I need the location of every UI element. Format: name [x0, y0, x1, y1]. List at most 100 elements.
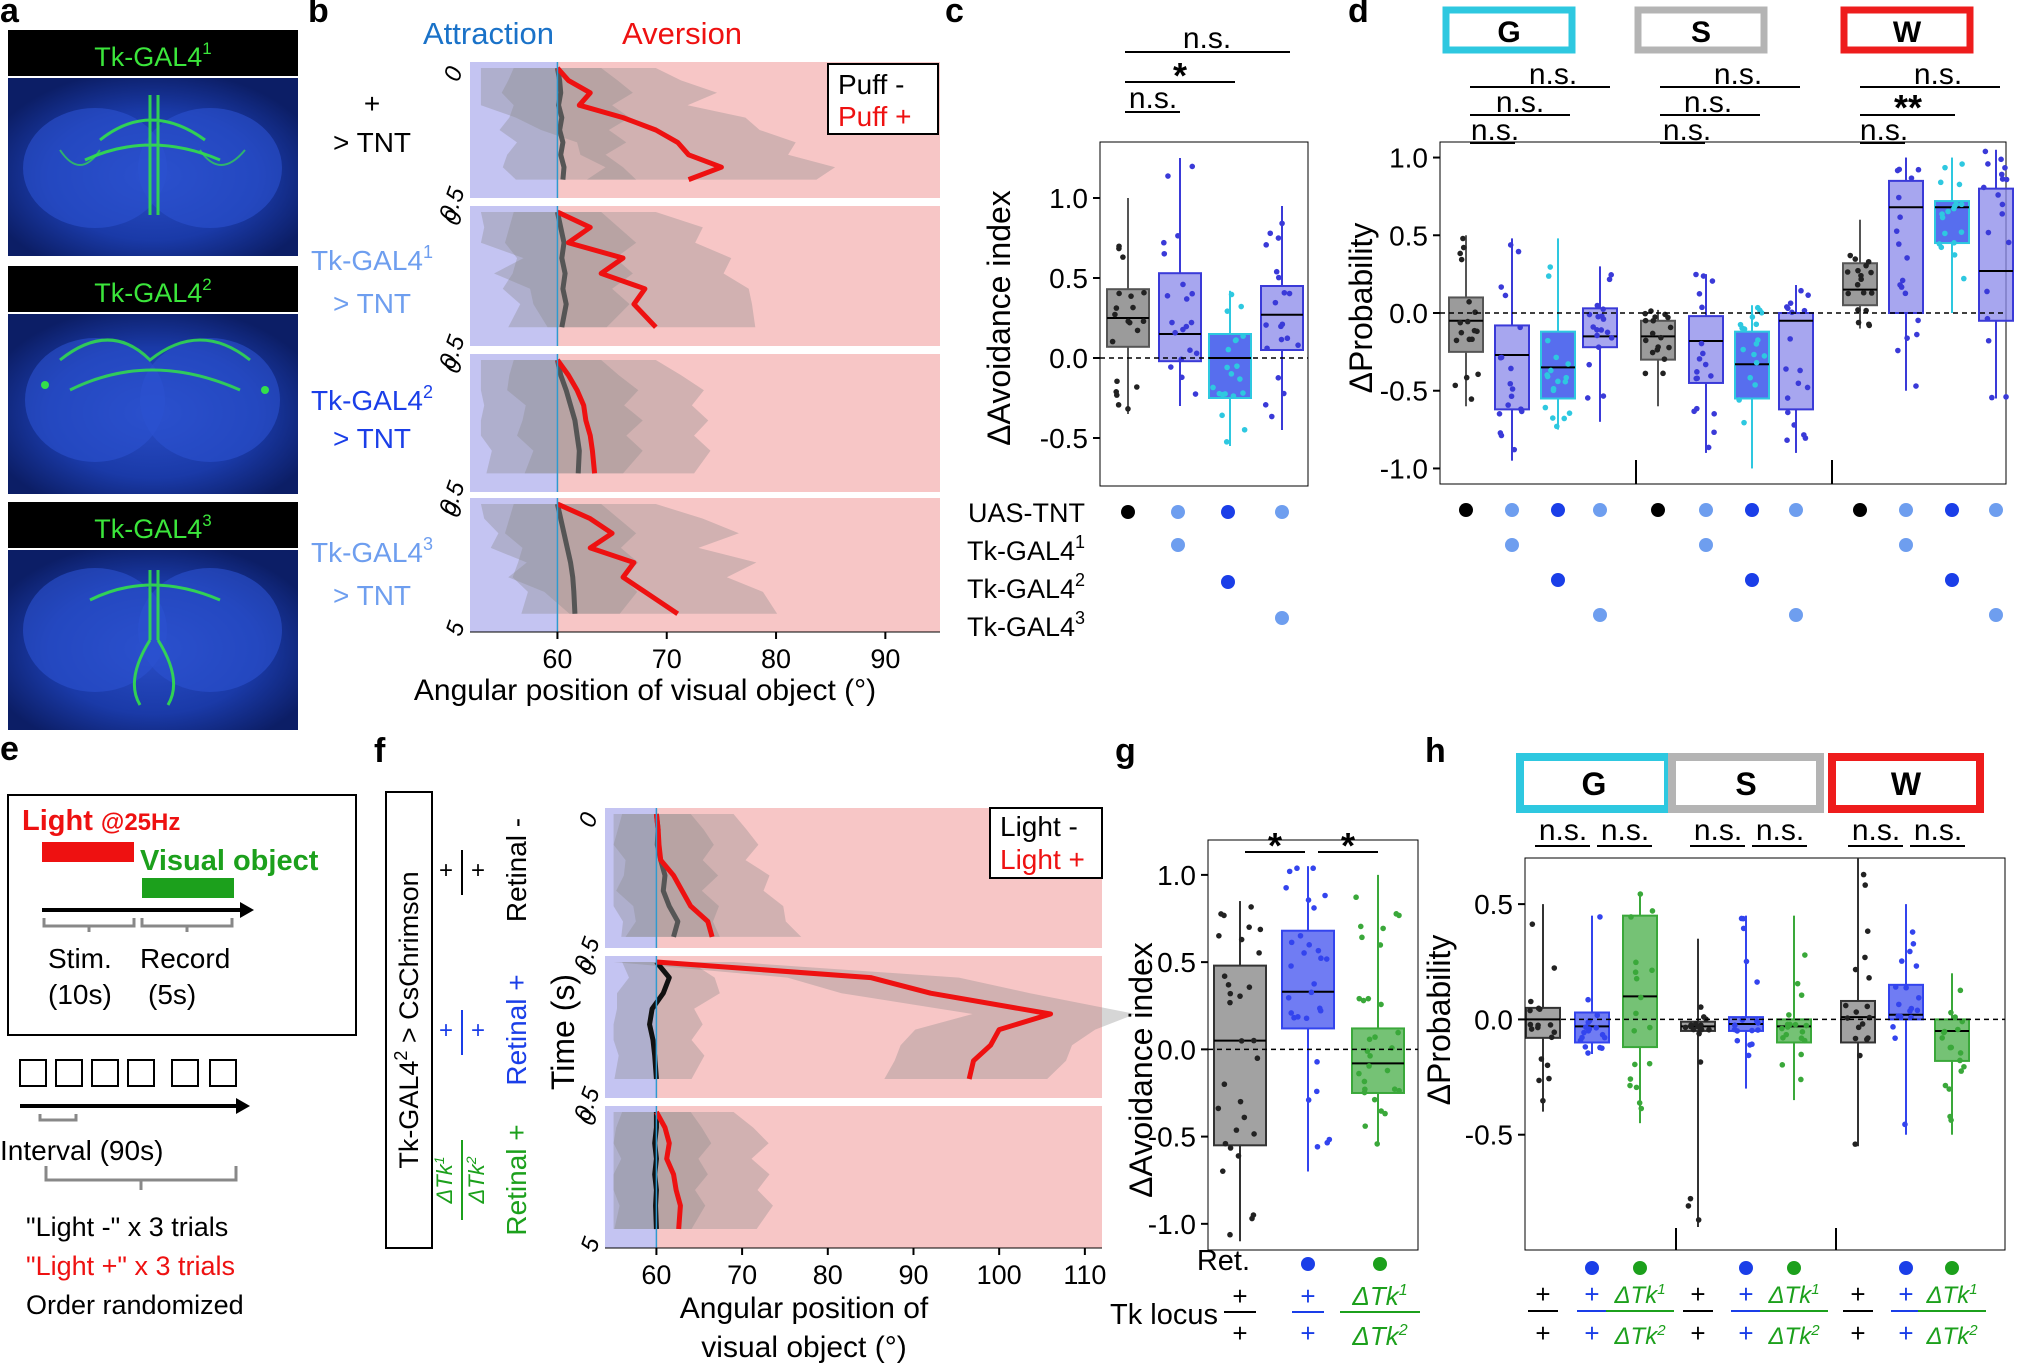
legend-light-minus: Light - [1000, 811, 1078, 842]
data-point [1371, 1096, 1378, 1103]
data-point [1855, 267, 1861, 274]
data-point [1693, 375, 1700, 382]
ytick-label: 0.0 [1049, 343, 1088, 374]
data-point [1945, 208, 1951, 215]
row-tk-gal4-1: Tk-GAL41 [967, 532, 1085, 566]
data-point [1604, 329, 1611, 336]
xtick-label: 70 [727, 1260, 757, 1290]
sig-h-3: n.s. [1694, 814, 1742, 847]
data-point [1278, 336, 1285, 343]
data-point [1600, 316, 1607, 322]
data-point [1263, 242, 1269, 248]
data-point [1794, 980, 1801, 987]
data-point [1913, 383, 1919, 389]
data-point [1798, 1051, 1804, 1058]
data-point [1175, 232, 1181, 239]
panel-g-ylabel: ΔAvoidance index [1123, 942, 1159, 1198]
data-point [1860, 871, 1867, 878]
data-point [1286, 868, 1293, 875]
data-point [1734, 1028, 1741, 1034]
sig-c-2: * [1173, 55, 1187, 96]
data-point [1498, 432, 1505, 439]
data-point [1706, 1026, 1712, 1033]
data-point [1915, 166, 1922, 173]
data-point [1284, 335, 1291, 342]
ytick-label: -0.5 [1148, 1122, 1196, 1153]
data-point [1844, 1015, 1851, 1021]
panel-d-significance: n.s. n.s. n.s. n.s. n.s. n.s. n.s. ** n.… [1470, 58, 2000, 147]
data-point [1585, 1050, 1591, 1056]
data-point [1183, 296, 1190, 302]
data-point [1754, 979, 1760, 985]
genotype-3-line2: > TNT [333, 423, 411, 454]
data-point [1982, 148, 1989, 155]
data-point [1892, 1035, 1898, 1041]
h-frac-top: + [1898, 1279, 1913, 1309]
data-point [1538, 1056, 1545, 1062]
g-frac2-bot: + [1300, 1318, 1315, 1348]
data-point [1502, 292, 1509, 299]
data-point [1221, 973, 1228, 980]
data-point [1273, 268, 1280, 275]
data-point [1936, 241, 1943, 247]
data-point [1113, 388, 1120, 395]
image-2-caption: Tk-GAL42 [94, 275, 212, 308]
panel-a-image-3: Tk-GAL43 [8, 502, 298, 730]
data-point [1562, 378, 1569, 385]
data-point [1285, 994, 1292, 1001]
data-point [1862, 954, 1868, 961]
data-point [1216, 390, 1223, 397]
data-point [1627, 1076, 1634, 1082]
data-point [1601, 1034, 1608, 1041]
data-point [1694, 405, 1700, 412]
aversion-region [557, 206, 940, 346]
data-point [1740, 915, 1747, 922]
data-point [1633, 975, 1640, 982]
h-frac-bot: + [1690, 1318, 1705, 1348]
data-point [1248, 904, 1254, 910]
data-point [1693, 271, 1699, 278]
panel-a-image-2: Tk-GAL42 [8, 266, 298, 494]
data-point [1128, 293, 1134, 299]
data-point [1803, 1022, 1810, 1029]
h-ret-dot [1899, 1261, 1913, 1275]
data-point [1496, 411, 1503, 417]
image-3-caption: Tk-GAL43 [94, 511, 212, 544]
attraction-header: Attraction [423, 16, 554, 51]
data-point [1366, 1063, 1372, 1069]
data-point [1180, 281, 1186, 288]
g-frac3-top: ΔTk1 [1351, 1281, 1407, 1311]
data-point [1382, 1110, 1388, 1117]
h-frac-top: ΔTk1 [1925, 1281, 1977, 1309]
h-frac-top: + [1535, 1279, 1550, 1309]
data-point [1649, 908, 1656, 914]
data-point [1852, 1141, 1859, 1147]
data-point [1497, 354, 1504, 361]
data-point [1753, 321, 1760, 328]
data-point [1544, 1062, 1551, 1069]
panel-c-genotype-dots [1121, 505, 1289, 625]
panel-f-legend: Light - Light + [989, 807, 1103, 879]
data-point [1283, 884, 1289, 891]
ytick-label: -1.0 [1148, 1209, 1196, 1240]
data-point [1551, 965, 1558, 971]
data-point [1868, 269, 1874, 276]
data-point [1951, 252, 1958, 258]
data-point [1508, 365, 1514, 372]
h-frac-bot: + [1535, 1318, 1550, 1348]
series-line [556, 501, 680, 616]
data-point [1898, 284, 1905, 290]
data-point [1697, 1059, 1704, 1065]
data-point [1649, 349, 1656, 356]
data-point [1227, 990, 1234, 997]
ytick-label: -0.5 [1040, 423, 1088, 454]
data-point [1705, 444, 1712, 451]
sig-g-2: * [1341, 825, 1355, 866]
data-point [1326, 1136, 1333, 1143]
panel-h-plot: 0.5 0.0 -0.5 [1465, 857, 2006, 1251]
panel-b-xlabel: Angular position of visual object (°) [414, 674, 876, 707]
xtick-label: 90 [870, 644, 900, 674]
data-point [1555, 378, 1561, 385]
h-frac-bot: ΔTk2 [1925, 1322, 1978, 1350]
